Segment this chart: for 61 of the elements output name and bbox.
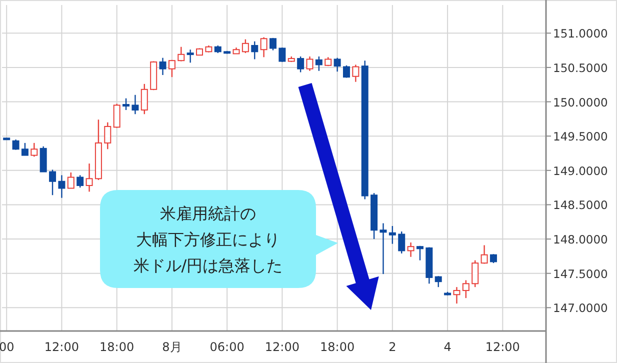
candlestick — [140, 83, 148, 115]
candlestick — [104, 122, 112, 150]
candlestick — [12, 138, 20, 150]
x-tick-label: 18:00 — [320, 340, 355, 354]
candlestick — [242, 38, 249, 54]
x-tick-label: 18:00 — [100, 340, 134, 354]
candlestick — [58, 174, 66, 198]
y-tick-label: 151.0000 — [553, 26, 608, 41]
x-tick-label: 12:00 — [485, 340, 520, 354]
candlestick — [342, 64, 350, 78]
candlestick — [113, 103, 120, 128]
candlestick — [472, 260, 479, 288]
candlestick — [407, 242, 414, 258]
annotation: 大幅下方修正により — [136, 230, 280, 249]
y-tick-label: 149.0000 — [553, 164, 608, 178]
x-tick-label: 00 — [0, 340, 14, 354]
x-tick-label: 2 — [388, 340, 396, 354]
candlestick — [416, 245, 424, 261]
candlestick — [178, 46, 185, 62]
y-tick-label: 148.0000 — [553, 232, 608, 247]
candlestick — [251, 40, 258, 60]
annotation: 米ドル/円は急落した — [133, 256, 283, 275]
x-tick-label: 12:00 — [44, 340, 80, 354]
candlestick — [21, 142, 28, 156]
candlestick — [76, 174, 84, 188]
x-tick-label: 12:00 — [264, 340, 300, 354]
candlestick — [434, 275, 442, 288]
annotation: 米雇用統計の — [160, 204, 256, 223]
candlestick — [278, 46, 286, 63]
y-tick-label: 147.5000 — [553, 266, 608, 281]
candlestick — [480, 244, 488, 264]
candlestick — [462, 280, 470, 299]
candlestick — [453, 286, 460, 304]
x-tick-label: 4 — [444, 340, 452, 354]
x-tick-label: 8月 — [162, 340, 182, 354]
y-tick-label: 150.0000 — [553, 95, 608, 110]
x-tick-label: 06:00 — [210, 340, 244, 354]
candlestick — [315, 56, 322, 72]
candlestick — [49, 169, 56, 196]
y-tick-label: 149.5000 — [553, 130, 608, 144]
candlestick — [297, 56, 304, 73]
candlestick — [388, 225, 396, 244]
candlestick — [398, 230, 406, 254]
candlestick — [67, 172, 74, 189]
candlestick — [334, 57, 341, 72]
candlestick — [186, 49, 194, 64]
y-tick-label: 147.0000 — [553, 301, 608, 316]
y-tick-label: 150.5000 — [553, 60, 608, 75]
candlestick — [132, 94, 139, 115]
candlestick — [306, 56, 314, 72]
candlestick — [270, 37, 276, 51]
candlestick — [260, 36, 268, 58]
candlestick — [168, 59, 176, 78]
candlestick — [122, 98, 130, 111]
candlestick — [159, 57, 166, 76]
candlestick — [352, 64, 360, 82]
candlestick — [30, 142, 38, 158]
y-tick-label: 148.5000 — [553, 198, 608, 212]
candlestick — [380, 222, 387, 275]
candlestick — [40, 146, 47, 172]
candlestick — [86, 162, 93, 192]
